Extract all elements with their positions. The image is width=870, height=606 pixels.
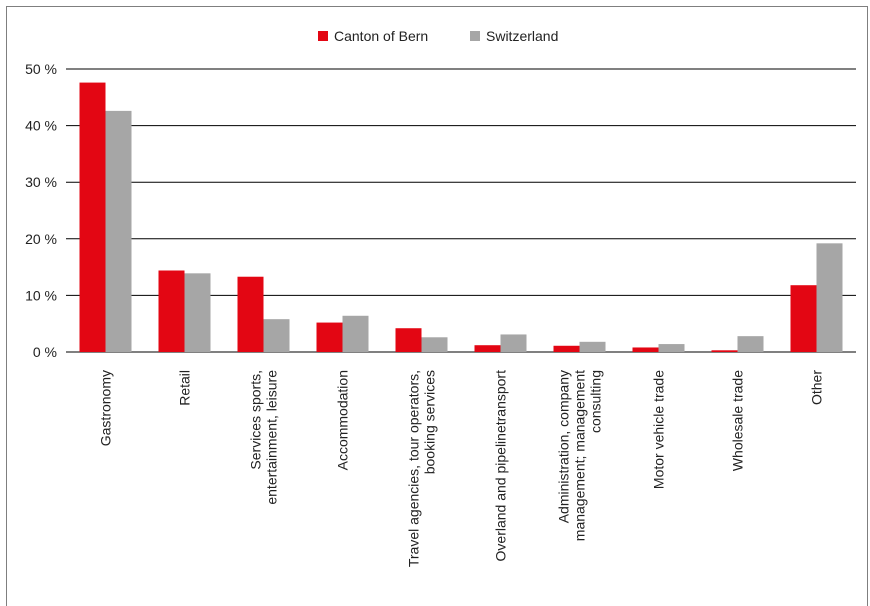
category-label-line: Accommodation (335, 370, 351, 470)
y-tick-label: 40 % (25, 118, 57, 134)
y-tick-label: 10 % (25, 287, 57, 303)
category-label: Retail (177, 370, 193, 406)
bar-switzerland (105, 110, 132, 352)
bar-canton-of-bern (711, 350, 738, 352)
category-label: Services sports, entertainment, leisure (248, 370, 280, 505)
legend: Canton of Bern Switzerland (318, 28, 558, 44)
bar-canton-of-bern (395, 328, 422, 352)
category-label-line: Administration, company (556, 370, 572, 523)
category-label: Administration, company management; manag… (556, 370, 604, 541)
bar-switzerland (184, 273, 211, 352)
category-label: Gastronomy (98, 370, 114, 446)
y-axis-ticks: 0 % 10 % 20 % 30 % 40 % 50 % (25, 61, 57, 360)
bar-switzerland (421, 337, 448, 352)
y-tick-label: 50 % (25, 61, 57, 77)
bars (79, 82, 843, 353)
category-label-line: Gastronomy (98, 370, 114, 446)
category-label: Other (809, 370, 825, 405)
bar-canton-of-bern (237, 276, 264, 352)
y-tick-label: 0 % (33, 344, 57, 360)
chart-frame (6, 6, 868, 606)
category-label-line: Overland and pipelinetransport (493, 370, 509, 562)
category-label: Wholesale trade (730, 370, 746, 471)
bar-switzerland (263, 319, 290, 352)
category-label-line: booking services (422, 370, 438, 474)
bar-canton-of-bern (790, 285, 817, 352)
y-tick-label: 30 % (25, 174, 57, 190)
bar-canton-of-bern (316, 322, 343, 352)
y-tick-label: 20 % (25, 231, 57, 247)
category-label-line: consulting (588, 370, 604, 433)
category-label-line: Other (809, 370, 825, 405)
legend-label: Switzerland (486, 28, 558, 44)
category-label: Accommodation (335, 370, 351, 470)
category-label: Overland and pipelinetransport (493, 370, 509, 562)
bar-switzerland (816, 243, 843, 352)
category-label: Travel agencies, tour operators, booking … (406, 370, 438, 567)
bar-switzerland (500, 334, 527, 352)
category-label: Motor vehicle trade (651, 370, 667, 489)
bar-switzerland (658, 344, 685, 352)
category-label-line: Services sports, (248, 370, 264, 470)
category-label-line: Motor vehicle trade (651, 370, 667, 489)
category-label-line: Travel agencies, tour operators, (406, 370, 422, 567)
bar-canton-of-bern (158, 270, 185, 352)
legend-swatch (470, 31, 480, 41)
bar-switzerland (342, 315, 369, 352)
bar-canton-of-bern (553, 345, 580, 352)
x-axis-labels: Gastronomy Retail Services sports, entertai… (98, 370, 825, 567)
bar-canton-of-bern (632, 347, 659, 352)
category-label-line: Wholesale trade (730, 370, 746, 471)
bar-canton-of-bern (79, 82, 106, 353)
bar-switzerland (579, 341, 606, 352)
category-label-line: Retail (177, 370, 193, 406)
bar-canton-of-bern (474, 345, 501, 352)
bar-switzerland (737, 336, 764, 352)
legend-swatch (318, 31, 328, 41)
category-label-line: management; management (572, 370, 588, 541)
category-label-line: entertainment, leisure (264, 370, 280, 505)
legend-label: Canton of Bern (334, 28, 428, 44)
